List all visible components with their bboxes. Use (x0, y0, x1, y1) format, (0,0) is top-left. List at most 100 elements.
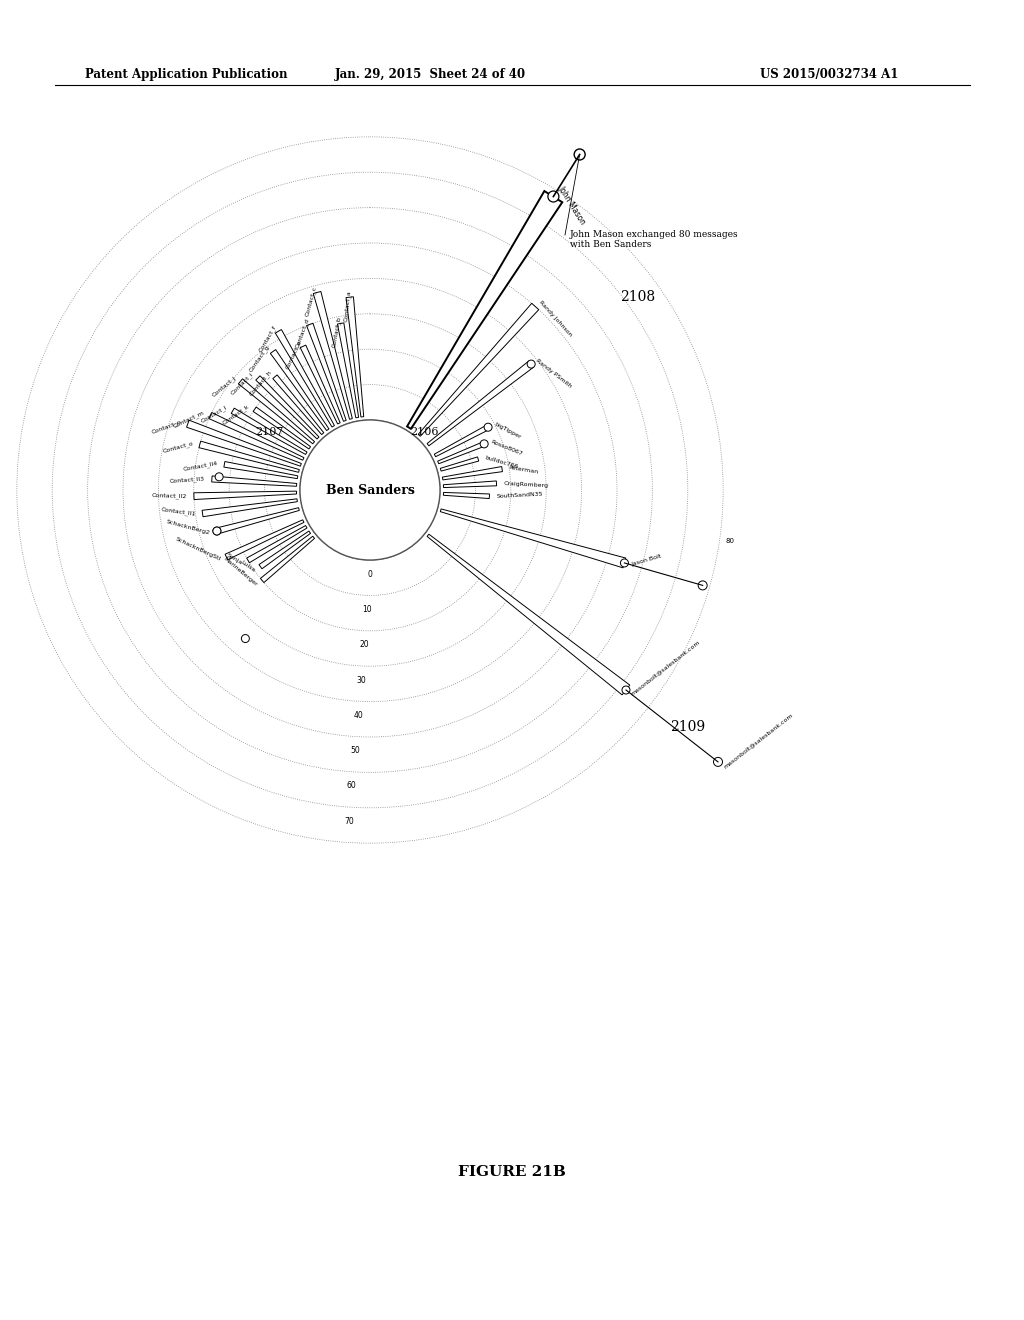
Polygon shape (442, 466, 503, 480)
Text: Contact_i: Contact_i (230, 371, 255, 396)
Polygon shape (212, 477, 297, 486)
Polygon shape (300, 345, 340, 424)
Polygon shape (225, 520, 304, 560)
Text: 2108: 2108 (620, 290, 655, 304)
Polygon shape (443, 492, 489, 499)
Circle shape (213, 527, 221, 535)
Circle shape (213, 527, 221, 535)
Text: 2107: 2107 (255, 426, 284, 437)
Text: Contact_m: Contact_m (172, 411, 205, 429)
Polygon shape (260, 536, 314, 582)
Text: 80: 80 (726, 537, 735, 544)
Circle shape (622, 686, 630, 694)
Text: Contact_l: Contact_l (200, 405, 228, 425)
Polygon shape (256, 376, 319, 440)
Polygon shape (427, 360, 534, 446)
Text: Ben Sanders: Ben Sanders (326, 483, 415, 496)
Circle shape (242, 635, 250, 643)
Text: Contact_b: Contact_b (331, 315, 342, 348)
Text: Contact_h: Contact_h (248, 370, 272, 397)
Polygon shape (434, 425, 489, 457)
Text: Contact_ll4: Contact_ll4 (182, 461, 218, 473)
Polygon shape (259, 531, 310, 569)
Text: 20: 20 (359, 640, 369, 649)
Text: Randy PSmith: Randy PSmith (536, 358, 572, 388)
Text: Contact_f: Contact_f (257, 323, 278, 352)
Text: 40: 40 (353, 711, 362, 719)
Polygon shape (194, 491, 297, 499)
Polygon shape (239, 379, 314, 444)
Text: Contact_k: Contact_k (221, 403, 251, 425)
Circle shape (548, 191, 559, 202)
Text: SouthSandN35: SouthSandN35 (497, 491, 543, 499)
Text: Contact_ll3: Contact_ll3 (170, 475, 205, 483)
Polygon shape (216, 508, 299, 535)
Text: John Mason: John Mason (556, 183, 587, 226)
Circle shape (698, 581, 708, 590)
Text: SchacknBergStl: SchacknBergStl (174, 537, 221, 562)
Polygon shape (272, 375, 324, 434)
Polygon shape (253, 407, 310, 449)
Text: John Mason exchanged 80 messages
with Ben Sanders: John Mason exchanged 80 messages with Be… (570, 230, 738, 249)
Text: Jason Bolt: Jason Bolt (631, 554, 662, 568)
Polygon shape (247, 525, 307, 562)
Text: Contact_ll2: Contact_ll2 (152, 492, 187, 499)
Polygon shape (440, 510, 626, 568)
Circle shape (714, 758, 723, 767)
Text: MarineBerger: MarineBerger (222, 556, 258, 587)
Polygon shape (275, 330, 335, 426)
Circle shape (484, 424, 493, 432)
Text: US 2015/0032734 A1: US 2015/0032734 A1 (760, 69, 898, 81)
Text: Rosso8067: Rosso8067 (489, 440, 523, 457)
Text: 50: 50 (350, 746, 359, 755)
Polygon shape (186, 420, 301, 466)
Text: masonbolt@salesbank.com: masonbolt@salesbank.com (723, 711, 794, 768)
Text: Patent Application Publication: Patent Application Publication (85, 69, 288, 81)
Text: 2109: 2109 (670, 719, 706, 734)
Polygon shape (313, 292, 352, 420)
Text: Contact_a: Contact_a (343, 290, 352, 322)
Polygon shape (440, 457, 479, 471)
Polygon shape (338, 323, 358, 418)
Text: Contact_o: Contact_o (162, 440, 194, 454)
Text: Peterman: Peterman (509, 466, 540, 475)
Text: Contact_e: Contact_e (284, 339, 303, 370)
Text: bigTipper: bigTipper (494, 421, 521, 440)
Polygon shape (427, 535, 630, 694)
Text: masonbolt@salesbank.com: masonbolt@salesbank.com (630, 639, 701, 696)
Text: CraigRomberg: CraigRomberg (504, 480, 549, 488)
Polygon shape (270, 350, 329, 430)
Text: 2106: 2106 (410, 426, 438, 437)
Polygon shape (224, 462, 298, 479)
Text: Contact_g: Contact_g (249, 345, 271, 374)
Text: 70: 70 (344, 817, 353, 826)
Text: bulldoc766: bulldoc766 (484, 454, 519, 469)
Text: 10: 10 (362, 605, 372, 614)
Circle shape (215, 473, 223, 480)
Text: Contact_ll1: Contact_ll1 (161, 507, 196, 517)
Polygon shape (408, 191, 562, 429)
Text: Randy Johnson: Randy Johnson (538, 300, 573, 338)
Polygon shape (346, 297, 364, 417)
Polygon shape (306, 323, 346, 421)
Text: 60: 60 (347, 781, 356, 791)
Circle shape (621, 558, 629, 568)
Circle shape (300, 420, 440, 560)
Text: Contact_n: Contact_n (151, 418, 182, 434)
Text: Contact_j: Contact_j (211, 375, 237, 397)
Text: 0: 0 (368, 570, 373, 579)
Polygon shape (202, 499, 297, 516)
Polygon shape (443, 480, 497, 487)
Circle shape (527, 360, 536, 368)
Text: 30: 30 (356, 676, 366, 685)
Polygon shape (418, 304, 539, 437)
Polygon shape (437, 442, 485, 463)
Polygon shape (209, 412, 304, 461)
Circle shape (574, 149, 585, 160)
Text: Sonja: Sonja (225, 553, 244, 566)
Circle shape (480, 440, 488, 447)
Text: Luisa: Luisa (240, 560, 256, 573)
Text: Contact_d: Contact_d (294, 317, 310, 348)
Polygon shape (199, 441, 299, 473)
Text: Contact_c: Contact_c (304, 285, 318, 317)
